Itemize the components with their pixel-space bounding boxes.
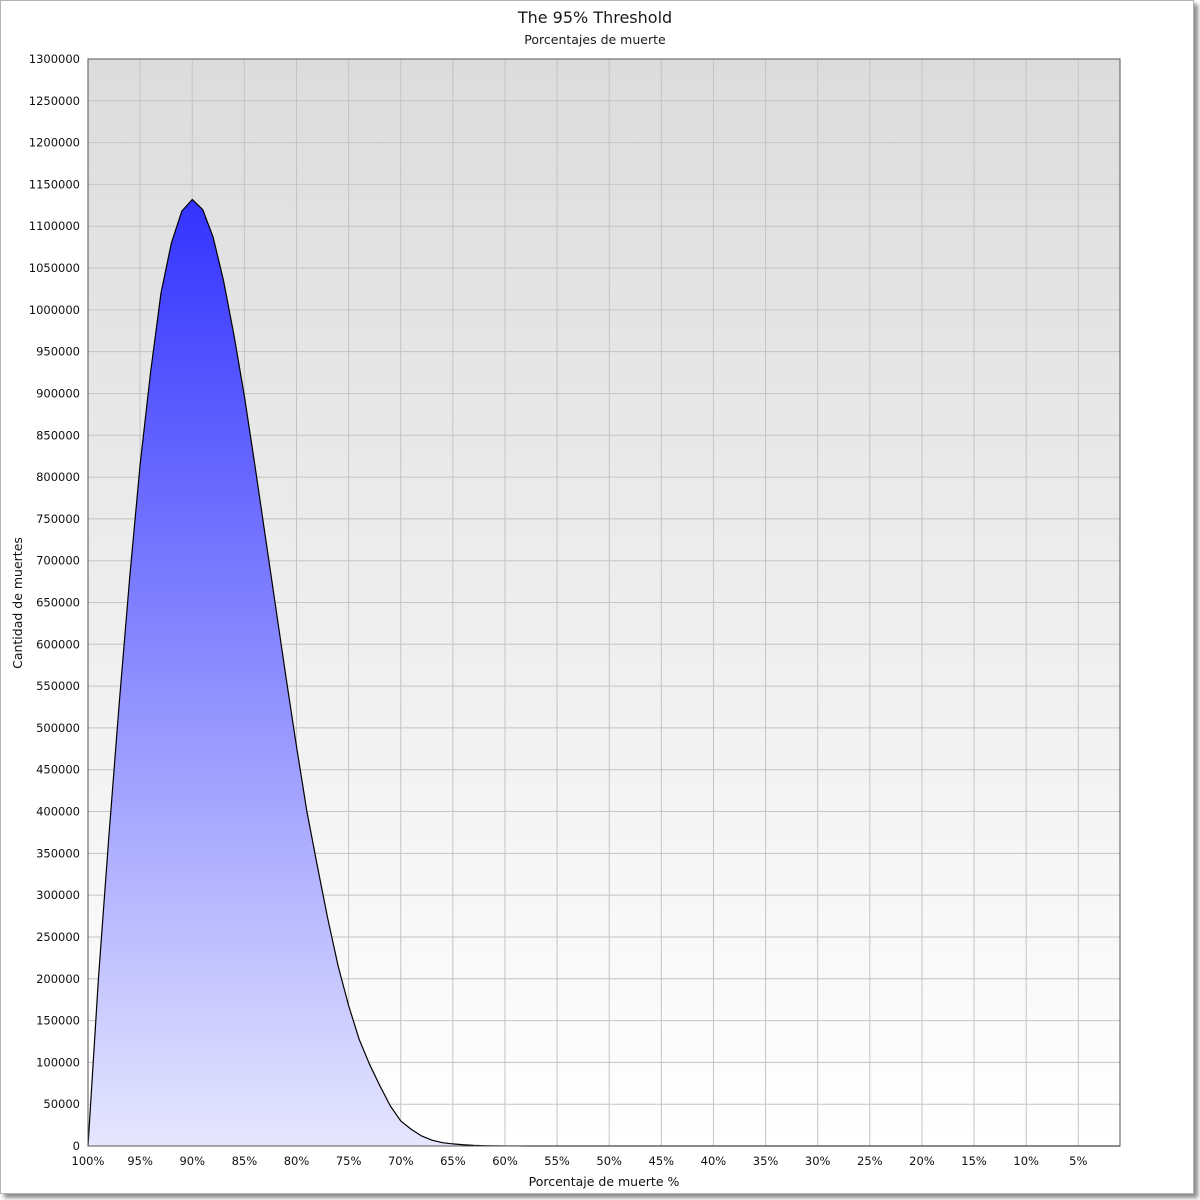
x-tick-label: 60% xyxy=(492,1154,518,1168)
y-tick-label: 100000 xyxy=(36,1055,80,1069)
x-tick-label: 30% xyxy=(805,1154,831,1168)
y-tick-label: 50000 xyxy=(43,1097,80,1111)
x-tick-label: 35% xyxy=(753,1154,779,1168)
y-tick-label: 1200000 xyxy=(29,136,80,150)
y-axis-ticks: 0 50000 100000 150000 200000 250000 300000 3500… xyxy=(29,52,80,1153)
plot-border xyxy=(87,58,1121,1147)
y-tick-label: 600000 xyxy=(36,637,80,651)
y-tick-label: 1100000 xyxy=(29,219,80,233)
y-tick-label: 400000 xyxy=(36,805,80,819)
x-tick-label: 15% xyxy=(961,1154,987,1168)
y-tick-label: 550000 xyxy=(36,679,80,693)
x-tick-label: 50% xyxy=(596,1154,622,1168)
y-tick-label: 350000 xyxy=(36,846,80,860)
y-tick-label: 750000 xyxy=(36,512,80,526)
x-tick-label: 75% xyxy=(336,1154,362,1168)
y-tick-label: 0 xyxy=(73,1139,80,1153)
y-tick-label: 900000 xyxy=(36,386,80,400)
y-tick-label: 650000 xyxy=(36,596,80,610)
area-fill xyxy=(88,199,1120,1147)
x-tick-label: 70% xyxy=(388,1154,414,1168)
chart-subtitle: Porcentajes de muerte xyxy=(524,32,666,47)
x-tick-label: 10% xyxy=(1013,1154,1039,1168)
y-tick-label: 450000 xyxy=(36,763,80,777)
y-tick-label: 950000 xyxy=(36,345,80,359)
y-tick-label: 150000 xyxy=(36,1014,80,1028)
y-tick-label: 800000 xyxy=(36,470,80,484)
x-tick-label: 40% xyxy=(701,1154,727,1168)
y-tick-label: 1300000 xyxy=(29,52,80,66)
y-tick-label: 200000 xyxy=(36,972,80,986)
y-tick-label: 250000 xyxy=(36,930,80,944)
x-tick-label: 20% xyxy=(909,1154,935,1168)
x-tick-label: 95% xyxy=(127,1154,153,1168)
y-tick-label: 300000 xyxy=(36,888,80,902)
x-tick-label: 25% xyxy=(857,1154,883,1168)
x-tick-label: 55% xyxy=(544,1154,570,1168)
x-tick-label: 90% xyxy=(179,1154,205,1168)
x-tick-label: 5% xyxy=(1069,1154,1087,1168)
x-tick-label: 80% xyxy=(284,1154,310,1168)
x-tick-label: 45% xyxy=(649,1154,675,1168)
y-tick-label: 500000 xyxy=(36,721,80,735)
y-tick-label: 700000 xyxy=(36,554,80,568)
y-tick-label: 1250000 xyxy=(29,94,80,108)
chart-title: The 95% Threshold xyxy=(517,8,672,27)
x-tick-label: 100% xyxy=(72,1154,105,1168)
y-axis-label: Cantidad de muertes xyxy=(10,537,25,669)
x-tick-label: 65% xyxy=(440,1154,466,1168)
y-tick-label: 1000000 xyxy=(29,303,80,317)
y-tick-label: 850000 xyxy=(36,428,80,442)
y-tick-label: 1150000 xyxy=(29,177,80,191)
x-axis-label: Porcentaje de muerte % xyxy=(529,1174,680,1189)
y-tick-label: 1050000 xyxy=(29,261,80,275)
x-tick-label: 85% xyxy=(232,1154,258,1168)
x-axis-ticks: 100% 95% 90% 85% 80% 75% 70% 65% 60% 55% 50% 45% 40%… xyxy=(72,1154,1088,1168)
